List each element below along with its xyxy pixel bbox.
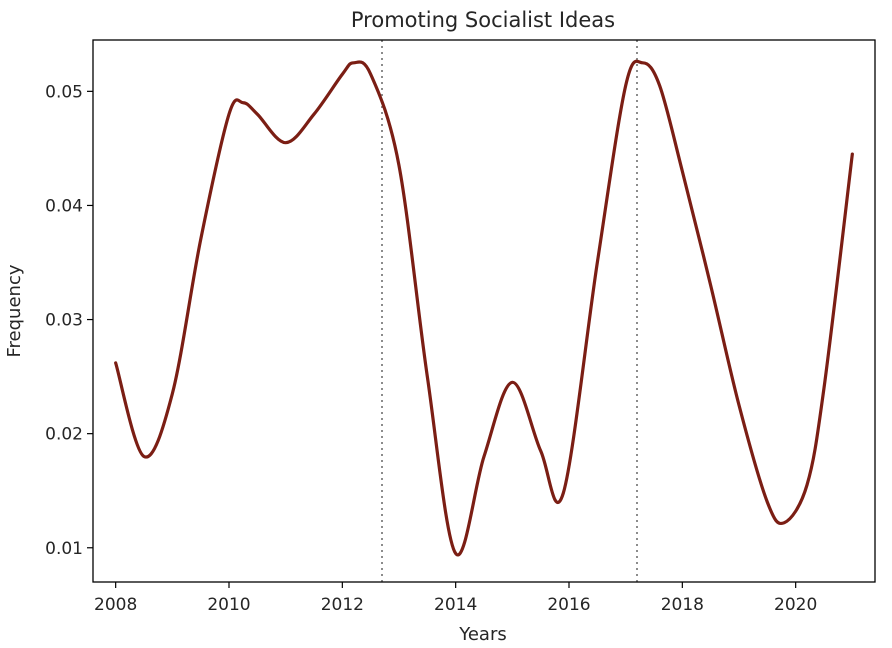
- series-layer: [114, 59, 854, 557]
- x-tick-label: 2018: [661, 595, 704, 615]
- x-tick-label: 2014: [434, 595, 477, 615]
- series-line-1: [114, 59, 854, 557]
- y-tick-label: 0.02: [45, 425, 83, 445]
- x-axis-label: Years: [458, 624, 507, 645]
- x-tick-label: 2016: [547, 595, 590, 615]
- y-tick-label: 0.03: [45, 311, 83, 331]
- y-tick-label: 0.01: [45, 539, 83, 559]
- plot-area-frame: [92, 39, 876, 583]
- y-tick-label: 0.05: [45, 82, 83, 102]
- x-tick-label: 2020: [774, 595, 817, 615]
- x-axis-ticks: 2008 2010 2012 2014 2016 2018 2020: [94, 582, 817, 615]
- y-tick-label: 0.04: [45, 196, 83, 216]
- y-axis-ticks: 0.01 0.02 0.03 0.04 0.05: [45, 82, 93, 559]
- x-tick-label: 2010: [207, 595, 250, 615]
- reference-lines: [381, 40, 638, 582]
- x-tick-label: 2012: [321, 595, 364, 615]
- y-axis-label: Frequency: [4, 264, 25, 357]
- x-tick-label: 2008: [94, 595, 137, 615]
- chart-title: Promoting Socialist Ideas: [351, 8, 615, 32]
